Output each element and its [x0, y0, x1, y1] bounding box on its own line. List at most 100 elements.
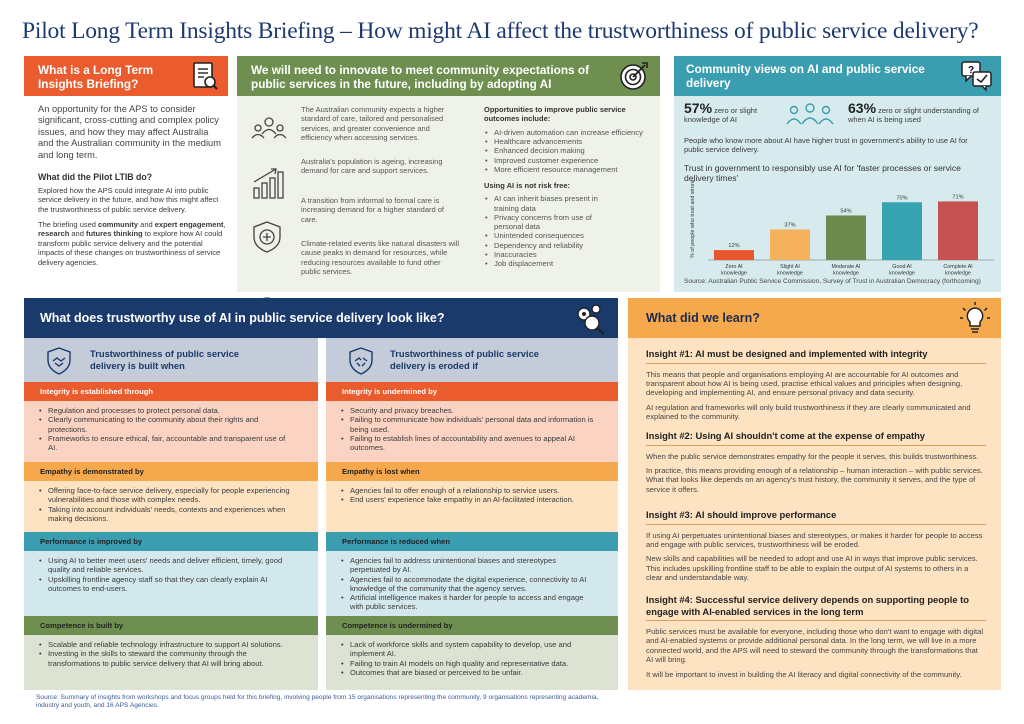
insight-paragraph: When the public service demonstrates emp…	[646, 451, 979, 461]
panel-ltib-heading: What is a Long Term Insights Briefing?	[38, 63, 154, 91]
health-shield-icon	[253, 221, 281, 253]
innovate-item-2: Australia's population is ageing, increa…	[301, 157, 443, 176]
bar-value-label: 54%	[840, 208, 851, 214]
bullet-list: Agencies fail to address unintentional b…	[340, 556, 610, 612]
ltib-intro: An opportunity for the APS to consider s…	[38, 104, 221, 160]
insight-paragraph: Public services must be available for ev…	[646, 627, 984, 665]
insight-heading: Insight #1: AI must be designed and impl…	[646, 348, 986, 364]
built-when-header: Trustworthiness of public service delive…	[24, 338, 318, 382]
bar	[826, 215, 866, 260]
bullet-list: Using AI to better meet users' needs and…	[38, 556, 310, 593]
built-row-heading: Competence is built by	[24, 616, 318, 635]
built-row-body: Offering face-to-face service delivery, …	[24, 481, 318, 532]
panel-what-we-learned: What did we learn? Insight #1: AI must b…	[628, 298, 1001, 690]
list-item: Job displacement	[484, 259, 614, 269]
list-item: Inaccuracies	[484, 250, 614, 260]
bullet-list: Agencies fail to offer enough of a relat…	[340, 486, 610, 505]
bullet-list: Offering face-to-face service delivery, …	[38, 486, 310, 523]
list-item: Security and privacy breaches.	[340, 406, 596, 416]
x-tick-label: Zero AI knowledge	[721, 264, 747, 277]
community-note: People who know more about AI have highe…	[684, 136, 968, 155]
panel-learned-header: What did we learn?	[628, 298, 1001, 338]
insight-paragraph: AI regulation and frameworks will only b…	[646, 402, 971, 422]
panel-trustworthy-use: What does trustworthy use of AI in publi…	[24, 298, 618, 690]
bar	[714, 250, 754, 260]
built-row-heading: Performance is improved by	[24, 532, 318, 551]
trust-bar-chart: % of people who trust and strongly trust…	[690, 180, 994, 277]
x-tick-label: Good AI knowledge	[889, 264, 915, 277]
insight-block: Insight #4: Successful service delivery …	[646, 594, 986, 684]
insight-block: Insight #1: AI must be designed and impl…	[646, 348, 986, 427]
opps-heading: Opportunities to improve public service …	[484, 105, 626, 124]
list-item: Investing in the skills to steward the c…	[38, 649, 296, 668]
eroded-if-header: Trustworthiness of public service delive…	[326, 338, 618, 382]
list-item: Upskilling frontline agency staff so tha…	[38, 575, 296, 594]
panel-trustworthy-heading: What does trustworthy use of AI in publi…	[40, 311, 445, 325]
chat-bubbles-icon: ?	[961, 61, 992, 92]
chart-source: Source: Australian Public Service Commis…	[684, 278, 981, 285]
eroded-row-heading: Performance is reduced when	[326, 532, 618, 551]
insight-paragraph: This means that people and organisations…	[646, 369, 963, 398]
eroded-row-body: Security and privacy breaches. Failing to…	[326, 401, 618, 462]
bar-value-label: 12%	[728, 243, 739, 249]
x-tick-label: Complete AI knowledge	[943, 264, 972, 277]
page-title: Pilot Long Term Insights Briefing – How …	[22, 18, 979, 44]
list-item: Artificial intelligence makes it harder …	[340, 593, 596, 612]
panel-innovate-heading: We will need to innovate to meet communi…	[251, 63, 590, 91]
panel-innovate-header: We will need to innovate to meet communi…	[237, 56, 660, 96]
list-item: Frameworks to ensure ethical, fair, acco…	[38, 434, 296, 453]
bullet-list: Regulation and processes to protect pers…	[38, 406, 310, 452]
document-icon	[193, 62, 218, 90]
footnote: Source: Summary of insights from worksho…	[36, 694, 599, 709]
x-tick-label: Moderate AI knowledge	[831, 264, 860, 277]
bullet-list: Security and privacy breaches. Failing to…	[340, 406, 610, 452]
bar	[770, 229, 810, 260]
list-item: Taking into account individuals' needs, …	[38, 505, 296, 524]
list-item: Regulation and processes to protect pers…	[38, 406, 296, 416]
panel-innovate: We will need to innovate to meet communi…	[237, 56, 660, 325]
eroded-row-body: Agencies fail to address unintentional b…	[326, 551, 618, 616]
list-item: Privacy concerns from use of personal da…	[484, 213, 614, 232]
handshake-shield-icon	[47, 347, 71, 375]
eroded-row-heading: Competence is undermined by	[326, 616, 618, 635]
growth-chart-icon	[253, 168, 284, 199]
built-row-heading: Integrity is established through	[24, 382, 318, 401]
target-icon	[620, 62, 648, 90]
list-item: Failing to establish lines of accountabi…	[340, 434, 596, 453]
list-item: Enhanced decision making	[484, 146, 654, 156]
list-item: Agencies fail to offer enough of a relat…	[340, 486, 596, 496]
broken-handshake-shield-icon	[349, 347, 373, 375]
lightbulb-icon	[960, 302, 990, 333]
list-item: AI can inherit biases present in trainin…	[484, 194, 614, 213]
chart-title: Trust in government to responsibly use A…	[684, 163, 961, 184]
innovate-item-3: A transition from informal to formal car…	[301, 196, 445, 224]
list-item: Using AI to better meet users' needs and…	[38, 556, 296, 575]
innovate-item-1: The Australian community expects a highe…	[301, 105, 445, 143]
bullet-list: Scalable and reliable technology infrast…	[38, 640, 310, 668]
bar-value-label: 70%	[896, 195, 907, 201]
insight-paragraph: New skills and capabilities will be need…	[646, 554, 978, 583]
built-row-body: Regulation and processes to protect pers…	[24, 401, 318, 462]
list-item: Clearly communicating to the community a…	[38, 415, 296, 434]
panel-trustworthy-header: What does trustworthy use of AI in publi…	[24, 298, 618, 338]
insight-block: Insight #3: AI should improve performanc…	[646, 509, 986, 588]
built-row-body: Scalable and reliable technology infrast…	[24, 635, 318, 690]
eroded-row-heading: Integrity is undermined by	[326, 382, 618, 401]
list-item: Healthcare advancements	[484, 137, 654, 147]
list-item: Lack of workforce skills and system capa…	[340, 640, 596, 659]
bar	[882, 202, 922, 260]
insight-paragraph: It will be important to invest in buildi…	[646, 669, 962, 679]
built-row-body: Using AI to better meet users' needs and…	[24, 551, 318, 616]
eroded-row-heading: Empathy is lost when	[326, 462, 618, 481]
bar	[938, 201, 978, 260]
ltib-para1: Explored how the APS could integrate AI …	[38, 186, 219, 214]
community-icon	[251, 117, 287, 139]
people-group-icon	[786, 103, 834, 125]
y-axis-label: % of people who trust and strongly trust	[690, 180, 696, 258]
eroded-row-body: Lack of workforce skills and system capa…	[326, 635, 618, 690]
panel-community-heading: Community views on AI and public service…	[686, 62, 925, 90]
risk-list: AI can inherit biases present in trainin…	[484, 194, 614, 269]
list-item: AI-driven automation can increase effici…	[484, 128, 654, 138]
list-item: Scalable and reliable technology infrast…	[38, 640, 296, 650]
eroded-if-title: Trustworthiness of public service delive…	[390, 348, 539, 371]
